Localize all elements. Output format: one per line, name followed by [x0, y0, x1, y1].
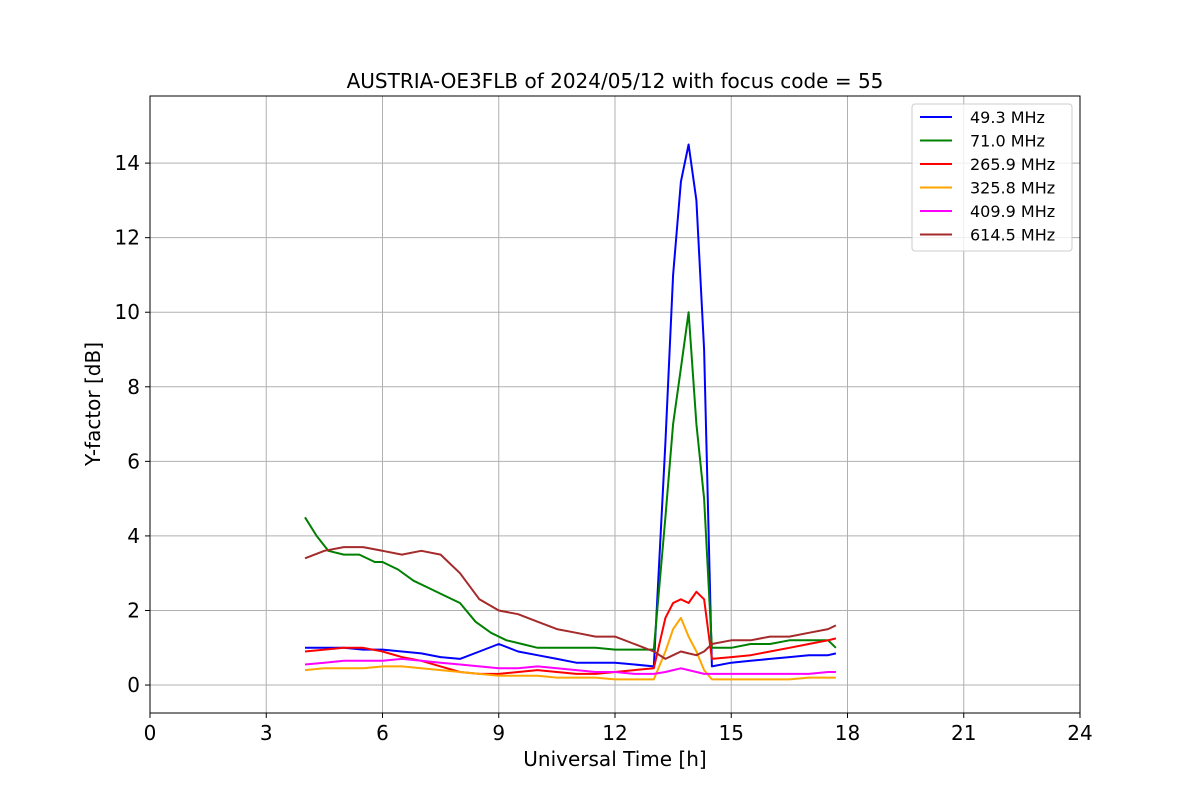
legend-label: 265.9 MHz [970, 155, 1055, 174]
legend-label: 409.9 MHz [970, 202, 1055, 221]
series-line-3 [304, 616, 836, 681]
y-tick-label: 10 [115, 300, 140, 324]
x-tick-label: 15 [719, 721, 744, 745]
y-tick-label: 12 [115, 226, 140, 250]
x-tick-label: 3 [260, 721, 273, 745]
series-layer [304, 143, 837, 681]
y-tick-label: 6 [127, 449, 140, 473]
y-tick-label: 0 [127, 673, 140, 697]
legend-label: 71.0 MHz [970, 132, 1045, 151]
legend-label: 325.8 MHz [970, 179, 1055, 198]
y-tick-label: 2 [127, 598, 140, 622]
x-axis-label: Universal Time [h] [523, 747, 706, 771]
x-tick-label: 21 [951, 721, 976, 745]
legend-label: 49.3 MHz [970, 108, 1045, 127]
series-line-0 [305, 143, 837, 668]
x-tick-label: 0 [144, 721, 157, 745]
series-line-5 [304, 546, 837, 660]
y-tick-label: 14 [115, 151, 140, 175]
y-axis: 0 2 4 6 8 10 12 14 [115, 151, 150, 697]
chart-title: AUSTRIA-OE3FLB of 2024/05/12 with focus … [347, 69, 884, 93]
x-tick-label: 24 [1067, 721, 1092, 745]
y-tick-label: 8 [127, 375, 140, 399]
legend: 49.3 MHz 71.0 MHz 265.9 MHz 325.8 MHz 40… [911, 103, 1073, 252]
x-axis: 0 3 6 9 12 15 18 21 24 [144, 713, 1093, 745]
series-line-1 [304, 311, 837, 651]
x-tick-label: 6 [376, 721, 389, 745]
y-axis-label: Y-factor [dB] [81, 342, 105, 467]
x-tick-label: 9 [492, 721, 505, 745]
legend-label: 614.5 MHz [970, 226, 1055, 245]
y-tick-label: 4 [127, 524, 140, 548]
series-line-4 [304, 657, 836, 675]
x-tick-label: 12 [602, 721, 627, 745]
x-tick-label: 18 [835, 721, 860, 745]
